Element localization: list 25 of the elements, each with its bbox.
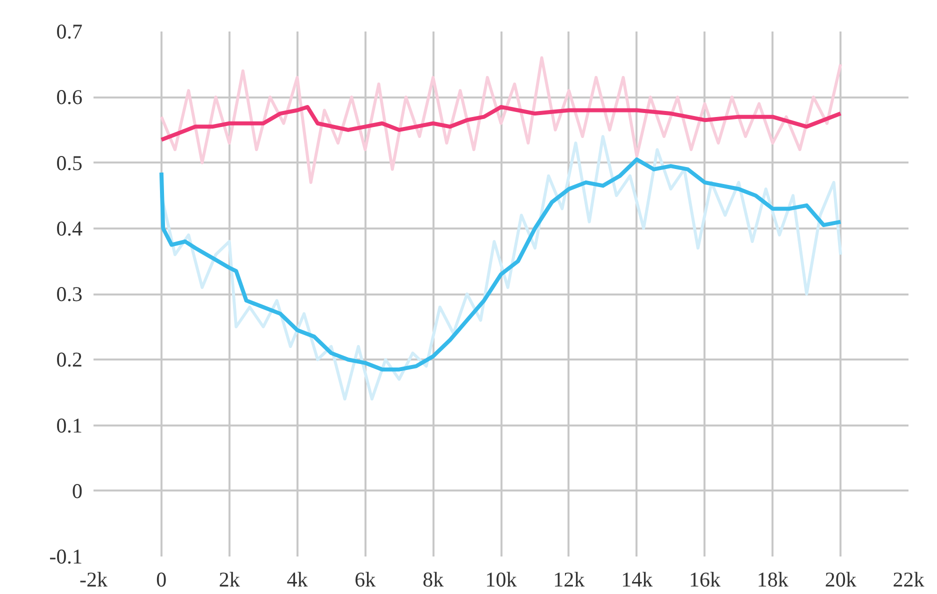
y-tick-label: 0.5 bbox=[56, 150, 82, 175]
y-tick-label: 0 bbox=[72, 478, 82, 503]
x-tick-label: 0 bbox=[156, 568, 167, 592]
y-tick-label: 0.7 bbox=[56, 20, 82, 44]
line-series bbox=[160, 56, 842, 184]
x-tick-label: 18k bbox=[756, 568, 789, 592]
line-series bbox=[159, 104, 843, 142]
x-tick-label: 2k bbox=[218, 568, 240, 592]
x-tick-label: 6k bbox=[354, 568, 376, 592]
x-tick-label: 8k bbox=[422, 568, 444, 592]
y-tick-label: 0.2 bbox=[56, 348, 82, 372]
y-tick-label: 0.1 bbox=[56, 413, 82, 438]
line-series bbox=[159, 157, 843, 372]
x-tick-label: 20k bbox=[824, 568, 857, 592]
x-tick-label: -2k bbox=[80, 568, 108, 592]
y-tick-label: 0.3 bbox=[56, 282, 82, 306]
x-tick-label: 12k bbox=[553, 568, 586, 592]
x-tick-label: 4k bbox=[286, 568, 308, 592]
x-tick-label: 22k bbox=[892, 568, 925, 592]
x-tick-label: 14k bbox=[621, 568, 654, 592]
y-tick-label: 0.6 bbox=[56, 85, 82, 110]
x-tick-label: 16k bbox=[689, 568, 721, 592]
y-tick-label: 0.4 bbox=[56, 216, 83, 240]
y-tick-label: -0.1 bbox=[49, 544, 83, 568]
x-tick-label: 10k bbox=[485, 568, 518, 592]
